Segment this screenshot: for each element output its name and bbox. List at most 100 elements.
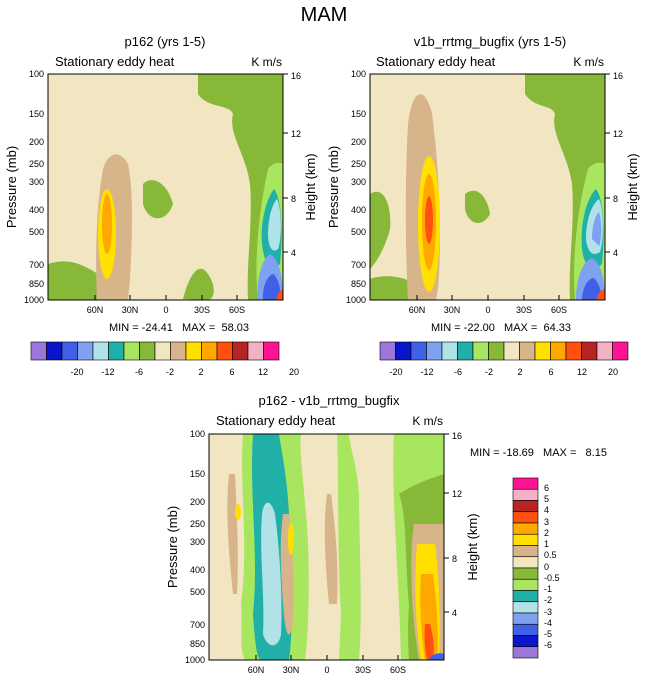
panel-2-y2ticks bbox=[605, 73, 610, 253]
colorbar-swatch bbox=[92, 341, 109, 361]
colorbar-swatch bbox=[512, 590, 539, 603]
x-tick-label: 60N bbox=[248, 665, 265, 675]
y-tick-label: 200 bbox=[351, 137, 366, 147]
y-tick-label: 700 bbox=[190, 620, 205, 630]
panel-1-units: K m/s bbox=[251, 55, 282, 69]
colorbar-label: -3 bbox=[544, 607, 552, 617]
x-tick-label: 30N bbox=[444, 305, 461, 315]
colorbar-label: 0.5 bbox=[544, 550, 557, 560]
panel-3-stats: MIN = -18.69 MAX = 8.15 bbox=[470, 447, 607, 459]
x-tick-label: 0 bbox=[163, 305, 168, 315]
colorbar-swatch bbox=[596, 341, 613, 361]
y-tick-label: 250 bbox=[351, 159, 366, 169]
colorbar-label: 20 bbox=[289, 367, 299, 377]
panel-2-title: v1b_rrtmg_bugfix (yrs 1-5) bbox=[414, 34, 566, 49]
panel-3-contours bbox=[209, 434, 444, 660]
y-tick-label: 500 bbox=[29, 227, 44, 237]
panel-2-colorbar bbox=[379, 341, 629, 361]
y-tick-label: 300 bbox=[351, 177, 366, 187]
fill-level-above-20 bbox=[425, 196, 433, 244]
panel-1-stats: MIN = -24.41 MAX = 58.03 bbox=[109, 322, 249, 334]
x-tick-label: 60S bbox=[390, 665, 406, 675]
colorbar-swatch bbox=[379, 341, 396, 361]
colorbar-swatch bbox=[512, 511, 539, 524]
colorbar-swatch bbox=[519, 341, 536, 361]
y-tick-label: 100 bbox=[29, 69, 44, 79]
colorbar-label: -1 bbox=[544, 584, 552, 594]
panel-1-colorbar bbox=[30, 341, 280, 361]
panel-3-ylabel: Pressure (mb) bbox=[165, 506, 180, 588]
colorbar-swatch bbox=[534, 341, 551, 361]
y2-tick-label: 16 bbox=[613, 71, 623, 81]
colorbar-label: 2 bbox=[198, 367, 203, 377]
panel-1-contours bbox=[48, 74, 283, 300]
x-tick-label: 60S bbox=[229, 305, 245, 315]
y-tick-label: 700 bbox=[29, 260, 44, 270]
colorbar-label: -2 bbox=[166, 367, 174, 377]
panel-1-ylabel: Pressure (mb) bbox=[4, 146, 19, 228]
colorbar-swatch bbox=[512, 623, 539, 636]
panel-2-plot: 60N 30N 0 30S 60S 100 150 200 250 300 40… bbox=[346, 69, 623, 315]
x-tick-label: 60N bbox=[87, 305, 104, 315]
colorbar-label: 12 bbox=[258, 367, 268, 377]
colorbar-swatch bbox=[46, 341, 63, 361]
colorbar-swatch bbox=[457, 341, 474, 361]
panel-3-y2label: Height (km) bbox=[465, 513, 480, 580]
colorbar-swatch bbox=[512, 635, 539, 648]
y-tick-label: 150 bbox=[351, 109, 366, 119]
y-tick-label: 200 bbox=[29, 137, 44, 147]
colorbar-swatch bbox=[565, 341, 582, 361]
colorbar-label: 20 bbox=[608, 367, 618, 377]
x-tick-label: 30N bbox=[122, 305, 139, 315]
fill-level-neg20-to-neg12 bbox=[268, 199, 281, 251]
colorbar-label: 0 bbox=[544, 562, 549, 572]
colorbar-swatch bbox=[426, 341, 443, 361]
y-tick-label: 150 bbox=[190, 469, 205, 479]
colorbar-swatch bbox=[61, 341, 78, 361]
colorbar-swatch bbox=[410, 341, 427, 361]
colorbar-label: 4 bbox=[544, 505, 549, 515]
colorbar-label: -12 bbox=[101, 367, 114, 377]
y2-tick-label: 4 bbox=[452, 608, 457, 618]
y-tick-label: 300 bbox=[190, 537, 205, 547]
fill-level-3-to-4 bbox=[420, 574, 438, 660]
y-tick-label: 1000 bbox=[24, 295, 44, 305]
y2-tick-label: 8 bbox=[613, 194, 618, 204]
panel-2: v1b_rrtmg_bugfix (yrs 1-5) Stationary ed… bbox=[326, 34, 640, 377]
y2-tick-label: 8 bbox=[452, 554, 457, 564]
colorbar-label: 12 bbox=[577, 367, 587, 377]
colorbar-swatch bbox=[395, 341, 412, 361]
y-tick-label: 850 bbox=[190, 639, 205, 649]
panel-3-colorbar bbox=[512, 477, 539, 659]
fill-level-deep bbox=[262, 274, 281, 300]
colorbar-swatch bbox=[512, 612, 539, 625]
panel-3-y2ticks bbox=[444, 433, 449, 613]
colorbar-label: -20 bbox=[70, 367, 83, 377]
colorbar-label: 6 bbox=[548, 367, 553, 377]
panel-3: p162 - v1b_rrtmg_bugfix Stationary eddy … bbox=[165, 393, 607, 675]
y2-tick-label: 8 bbox=[291, 194, 296, 204]
y-tick-label: 1000 bbox=[346, 295, 366, 305]
colorbar-label: 1 bbox=[544, 539, 549, 549]
colorbar-swatch bbox=[512, 488, 539, 501]
panel-1-plot: 60N 30N 0 30S 60S 100 150 200 250 300 40… bbox=[24, 69, 301, 315]
colorbar-swatch bbox=[503, 341, 520, 361]
y-tick-label: 250 bbox=[29, 159, 44, 169]
colorbar-swatch bbox=[512, 567, 539, 580]
colorbar-swatch bbox=[512, 500, 539, 513]
x-tick-label: 30S bbox=[355, 665, 371, 675]
y-tick-label: 100 bbox=[351, 69, 366, 79]
colorbar-swatch bbox=[488, 341, 505, 361]
colorbar-swatch bbox=[77, 341, 94, 361]
panel-3-units: K m/s bbox=[412, 414, 443, 428]
colorbar-label: -2 bbox=[485, 367, 493, 377]
y-tick-label: 250 bbox=[190, 519, 205, 529]
y2-tick-label: 12 bbox=[291, 129, 301, 139]
colorbar-swatch bbox=[441, 341, 458, 361]
fill-level-below-neg20 bbox=[576, 212, 605, 300]
panel-2-ylabel: Pressure (mb) bbox=[326, 146, 341, 228]
colorbar-label: 6 bbox=[229, 367, 234, 377]
colorbar-label: -0.5 bbox=[544, 573, 560, 583]
panel-1-y2ticks bbox=[283, 73, 288, 253]
